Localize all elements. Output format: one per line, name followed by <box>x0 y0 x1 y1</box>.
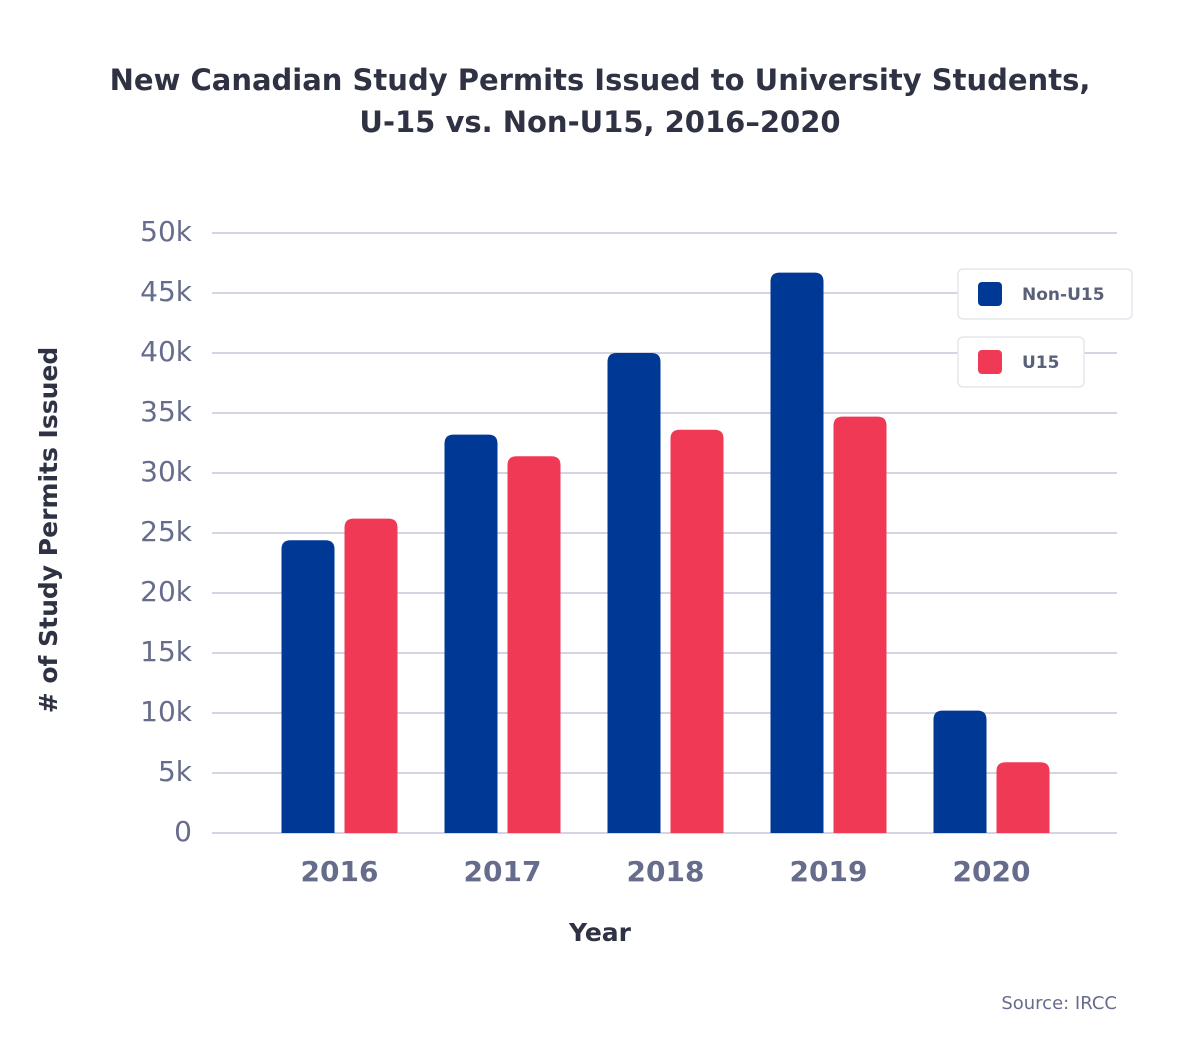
bar <box>833 416 887 833</box>
x-tick-label: 2019 <box>790 855 868 888</box>
bar <box>607 353 661 833</box>
y-tick-label: 25k <box>140 515 193 548</box>
bar <box>996 762 1050 833</box>
x-tick-label: 2017 <box>464 855 542 888</box>
y-tick-label: 0 <box>174 815 192 848</box>
bar <box>281 540 335 833</box>
legend-swatch <box>978 350 1002 374</box>
bar <box>444 434 498 833</box>
y-tick-label: 50k <box>140 215 193 248</box>
chart-title: New Canadian Study Permits Issued to Uni… <box>110 63 1091 97</box>
bar <box>507 456 561 833</box>
y-tick-label: 45k <box>140 275 193 308</box>
x-axis-label: Year <box>568 918 632 947</box>
y-tick-label: 5k <box>158 755 193 788</box>
legend-item: Non-U15 <box>957 268 1133 320</box>
y-tick-label: 40k <box>140 335 193 368</box>
legend-item: U15 <box>957 336 1085 388</box>
y-tick-label: 10k <box>140 695 193 728</box>
legend-label: Non-U15 <box>1022 285 1105 305</box>
chart-subtitle: U-15 vs. Non-U15, 2016–2020 <box>359 105 840 139</box>
x-tick-label: 2018 <box>627 855 705 888</box>
bar <box>344 518 398 833</box>
bar <box>933 710 987 833</box>
legend-swatch <box>978 282 1002 306</box>
bar <box>670 429 724 833</box>
y-tick-label: 30k <box>140 455 193 488</box>
y-tick-label: 15k <box>140 635 193 668</box>
y-axis-label: # of Study Permits Issued <box>34 347 63 714</box>
bar <box>770 272 824 834</box>
x-tick-label: 2020 <box>953 855 1031 888</box>
x-tick-label: 2016 <box>301 855 379 888</box>
legend-box <box>957 336 1085 388</box>
source: Source: IRCC <box>1001 993 1117 1014</box>
y-tick-label: 35k <box>140 395 193 428</box>
legend-label: U15 <box>1022 353 1059 373</box>
y-tick-label: 20k <box>140 575 193 608</box>
legend-box <box>957 268 1133 320</box>
